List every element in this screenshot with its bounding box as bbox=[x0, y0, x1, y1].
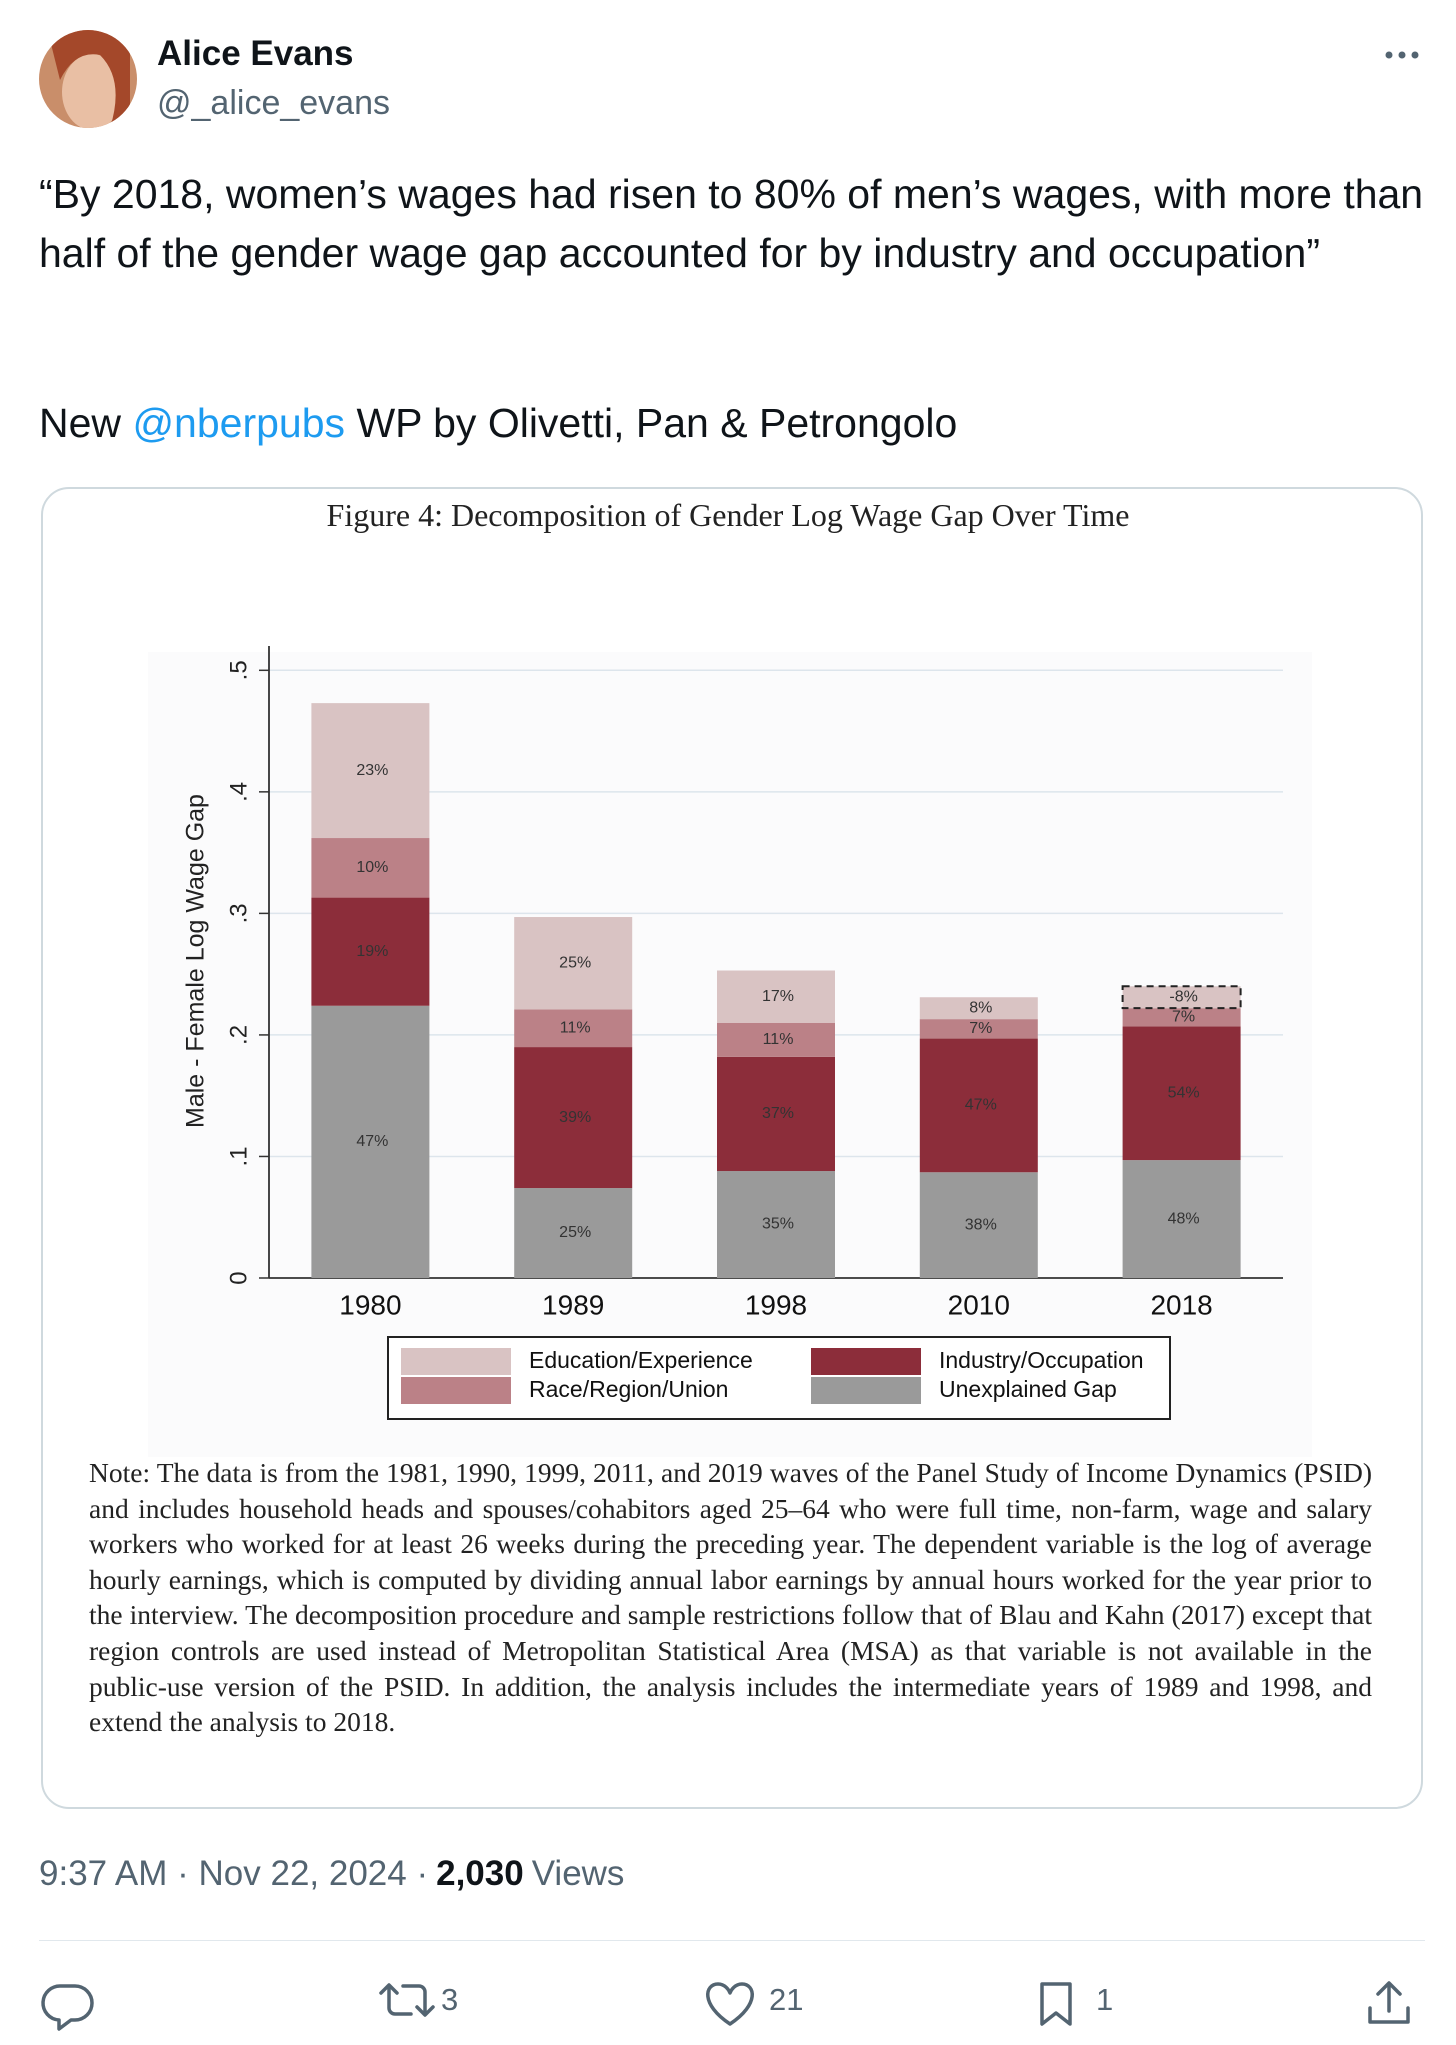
bar-segment bbox=[311, 1005, 430, 1278]
legend-label: Education/Experience bbox=[529, 1347, 753, 1373]
legend-box bbox=[387, 1336, 1171, 1420]
share-icon[interactable] bbox=[1368, 1981, 1410, 2024]
segment-label: 11% bbox=[763, 1031, 794, 1048]
y-axis-title: Male - Female Log Wage Gap bbox=[182, 794, 210, 1128]
mention-link[interactable]: @nberpubs bbox=[132, 400, 346, 446]
divider bbox=[39, 1940, 1425, 1941]
like-count[interactable]: 21 bbox=[769, 1982, 804, 2017]
figure-note: Note: The data is from the 1981, 1990, 1… bbox=[89, 1457, 1372, 1738]
bar-segment bbox=[717, 970, 835, 1023]
segment-label: 48% bbox=[1168, 1210, 1200, 1227]
x-tick-label: 1989 bbox=[542, 1289, 604, 1320]
text: New bbox=[39, 400, 122, 446]
legend-swatch bbox=[811, 1348, 921, 1375]
segment-label: 47% bbox=[356, 1133, 388, 1150]
segment-label: 10% bbox=[356, 859, 388, 876]
legend-swatch bbox=[811, 1377, 921, 1404]
timestamp: 9:37 AM · Nov 22, 2024 · 2,030 Views bbox=[39, 1854, 624, 1894]
bar-segment bbox=[1122, 1008, 1241, 1027]
segment-label: 7% bbox=[1172, 1009, 1195, 1026]
retweet-icon[interactable] bbox=[379, 1983, 435, 2017]
author-handle[interactable]: @_alice_evans bbox=[157, 84, 390, 122]
bar-segment bbox=[514, 917, 633, 1010]
bar-segment bbox=[1121, 985, 1242, 1010]
bar-segment bbox=[311, 703, 430, 839]
author-name[interactable]: Alice Evans bbox=[157, 34, 354, 73]
segment-label: 37% bbox=[762, 1105, 794, 1122]
y-tick-label: .5 bbox=[225, 660, 252, 680]
segment-label: 25% bbox=[559, 1224, 591, 1241]
bar-segment bbox=[1122, 1026, 1241, 1161]
segment-label: 38% bbox=[965, 1216, 997, 1233]
bookmark-count[interactable]: 1 bbox=[1096, 1982, 1114, 2017]
legend-swatch bbox=[401, 1348, 511, 1375]
y-tick-label: .2 bbox=[225, 1025, 252, 1045]
time[interactable]: 9:37 AM · Nov 22, 2024 · bbox=[39, 1854, 429, 1893]
retweet-count[interactable]: 3 bbox=[441, 1982, 459, 2017]
y-tick-label: .4 bbox=[225, 782, 252, 802]
segment-label: 35% bbox=[762, 1216, 794, 1233]
bar-segment bbox=[514, 1188, 633, 1278]
segment-label: -8% bbox=[1169, 988, 1197, 1005]
figure-title: Figure 4: Decomposition of Gender Log Wa… bbox=[326, 497, 1130, 533]
bar-segment bbox=[717, 1171, 835, 1278]
y-tick-label: 0 bbox=[225, 1271, 252, 1284]
x-tick-label: 1980 bbox=[339, 1289, 401, 1320]
bar-segment bbox=[311, 897, 430, 1006]
x-tick-label: 2018 bbox=[1150, 1289, 1212, 1320]
legend-label: Industry/Occupation bbox=[939, 1347, 1144, 1373]
reply-icon[interactable] bbox=[41, 1984, 94, 2031]
views: 2,030 bbox=[436, 1854, 524, 1893]
chart: 0 .1 .2 .3 .4 .5 Male - Female Log Wage Gap 198… bbox=[181, 646, 1283, 1420]
x-tick-label: 2010 bbox=[948, 1289, 1010, 1320]
views-label: Views bbox=[531, 1854, 625, 1893]
tweet-line: New @nberpubs WP by Olivetti, Pan & Petr… bbox=[39, 400, 957, 447]
text: WP by Olivetti, Pan & Petrongolo bbox=[356, 400, 958, 446]
segment-label: 23% bbox=[356, 762, 388, 779]
bar-segment bbox=[919, 1038, 1038, 1173]
avatar[interactable] bbox=[39, 27, 137, 130]
segment-label: 47% bbox=[965, 1097, 997, 1114]
segment-label: 19% bbox=[356, 943, 388, 960]
x-tick-label: 1998 bbox=[745, 1289, 807, 1320]
segment-label: 11% bbox=[560, 1019, 591, 1036]
tweet-text: “By 2018, women’s wages had risen to 80%… bbox=[39, 171, 1424, 276]
segment-label: 17% bbox=[762, 988, 794, 1005]
bar-segment bbox=[514, 1047, 633, 1189]
bar-segment bbox=[311, 838, 430, 898]
segment-label: 54% bbox=[1168, 1084, 1200, 1101]
y-tick-label: .3 bbox=[225, 903, 252, 923]
legend-label: Race/Region/Union bbox=[529, 1376, 728, 1402]
more-menu[interactable] bbox=[1385, 51, 1419, 59]
bar-segment bbox=[717, 1022, 835, 1057]
segment-label: 7% bbox=[969, 1020, 992, 1037]
bar-segment bbox=[919, 1172, 1038, 1278]
bar-segment bbox=[1122, 1160, 1241, 1278]
bookmark-icon[interactable] bbox=[1040, 1982, 1072, 2026]
media-card[interactable] bbox=[41, 487, 1423, 1809]
bar-segment bbox=[717, 1056, 835, 1172]
like-icon[interactable] bbox=[706, 1982, 754, 2026]
segment-label: 25% bbox=[559, 954, 591, 971]
legend-swatch bbox=[401, 1377, 511, 1404]
bar-segment bbox=[514, 1009, 633, 1048]
segment-label: 8% bbox=[969, 999, 992, 1016]
bar-segment bbox=[919, 1019, 1038, 1039]
bar-segment bbox=[919, 997, 1038, 1020]
segment-label: 39% bbox=[559, 1109, 591, 1126]
y-tick-label: .1 bbox=[225, 1146, 252, 1166]
legend-label: Unexplained Gap bbox=[939, 1376, 1117, 1402]
